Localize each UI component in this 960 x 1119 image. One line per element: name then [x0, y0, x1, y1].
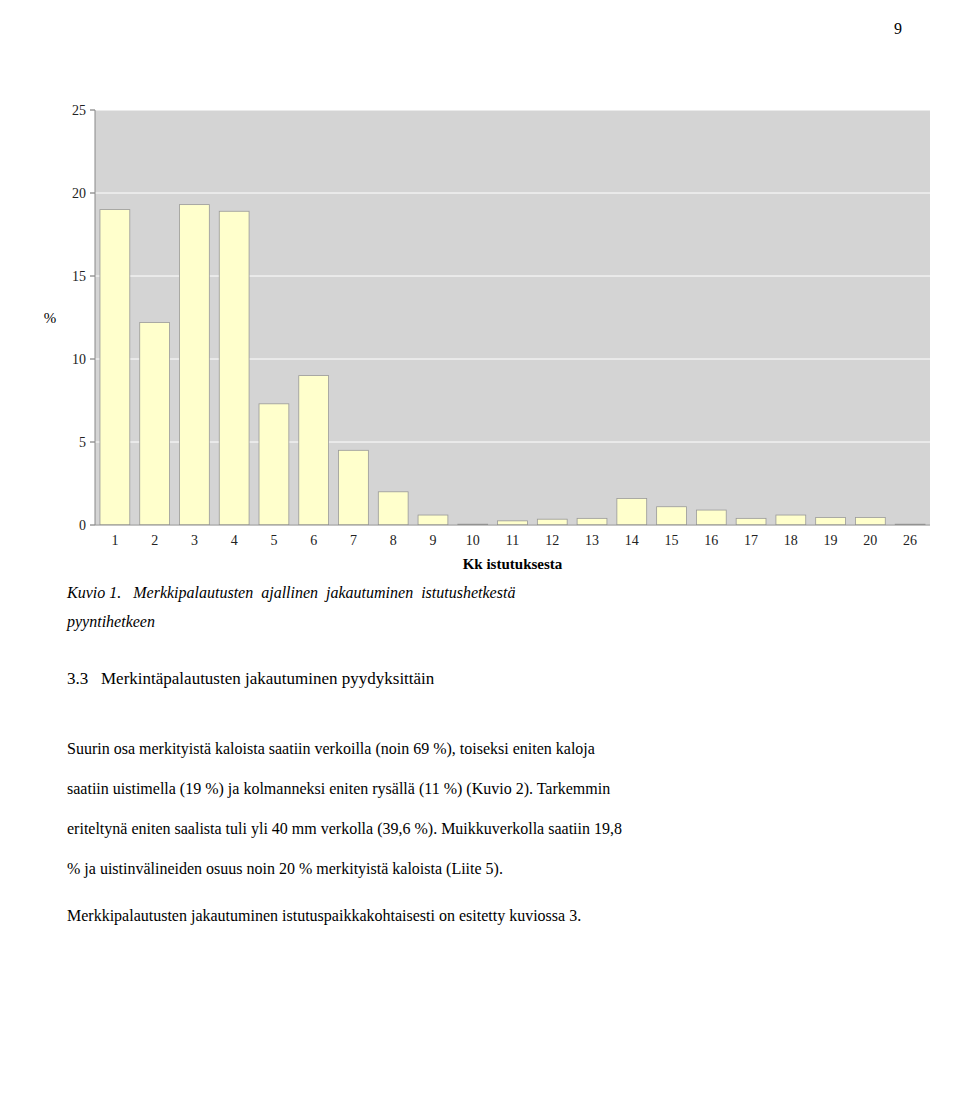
bar [100, 210, 130, 525]
grid-line [95, 525, 930, 526]
y-tick [90, 525, 95, 526]
plot-background [95, 110, 930, 525]
x-tick-label: 26 [903, 533, 917, 548]
bar [736, 518, 766, 525]
x-tick-label: 17 [744, 533, 758, 548]
bar [299, 376, 329, 525]
x-tick-label: 9 [429, 533, 436, 548]
bar [259, 404, 289, 525]
x-tick-label: 10 [466, 533, 480, 548]
y-tick-label: 10 [72, 352, 86, 367]
y-tick-label: 0 [79, 518, 86, 533]
bar [696, 510, 726, 525]
x-axis [95, 525, 930, 526]
bar [219, 211, 249, 525]
y-tick [90, 193, 95, 194]
bar [617, 498, 647, 525]
x-tick-label: 16 [704, 533, 718, 548]
bar [657, 507, 687, 525]
chart: 0510152025123456789101112131415161718192… [44, 103, 930, 572]
x-tick-label: 12 [545, 533, 559, 548]
grid-line [95, 110, 930, 111]
y-axis-label: % [44, 310, 57, 326]
y-axis [95, 110, 96, 525]
page: 9051015202512345678910111213141516171819… [0, 0, 960, 1119]
footer-text: Merkkipalautusten jakautuminen istutuspa… [67, 907, 581, 925]
body-text: saatiin uistimella (19 %) ja kolmanneksi… [67, 780, 610, 798]
bar [577, 518, 607, 525]
bar [537, 519, 567, 525]
page-number: 9 [894, 20, 902, 37]
body-text: Suurin osa merkityistä kaloista saatiin … [67, 740, 595, 758]
bar [179, 205, 209, 525]
x-tick-label: 18 [784, 533, 798, 548]
x-tick-label: 14 [625, 533, 639, 548]
bars [100, 205, 925, 525]
y-tick [90, 442, 95, 443]
bar [418, 515, 448, 525]
caption: Kuvio 1. Merkkipalautusten ajallinen jak… [66, 584, 515, 602]
x-tick-label: 8 [390, 533, 397, 548]
bar [378, 492, 408, 525]
x-tick-label: 1 [111, 533, 118, 548]
caption: pyyntihetkeen [66, 613, 155, 631]
y-tick [90, 359, 95, 360]
y-tick-label: 5 [79, 435, 86, 450]
x-tick-label: 11 [506, 533, 519, 548]
body-text: % ja uistinvälineiden osuus noin 20 % me… [67, 860, 503, 878]
section-header: 3.3 Merkintäpalautusten jakautuminen pyy… [67, 669, 435, 688]
x-tick-label: 3 [191, 533, 198, 548]
x-tick-label: 5 [270, 533, 277, 548]
y-tick [90, 276, 95, 277]
body-text: eriteltynä eniten saalista tuli yli 40 m… [67, 820, 622, 838]
x-tick-label: 20 [863, 533, 877, 548]
bar [855, 518, 885, 525]
y-tick-label: 25 [72, 103, 86, 118]
y-tick-label: 20 [72, 186, 86, 201]
x-tick-label: 7 [350, 533, 357, 548]
x-tick-label: 15 [665, 533, 679, 548]
y-tick-label: 15 [72, 269, 86, 284]
x-tick-label: 13 [585, 533, 599, 548]
x-axis-label: Kk istutuksesta [463, 556, 563, 572]
x-tick-label: 4 [231, 533, 238, 548]
grid-line [95, 193, 930, 194]
bar [140, 322, 170, 525]
bar [339, 450, 369, 525]
x-tick-label: 6 [310, 533, 317, 548]
x-tick-label: 2 [151, 533, 158, 548]
bar [816, 518, 846, 525]
x-tick-label: 19 [824, 533, 838, 548]
bar [498, 521, 528, 525]
bar [776, 515, 806, 525]
y-tick [90, 110, 95, 111]
